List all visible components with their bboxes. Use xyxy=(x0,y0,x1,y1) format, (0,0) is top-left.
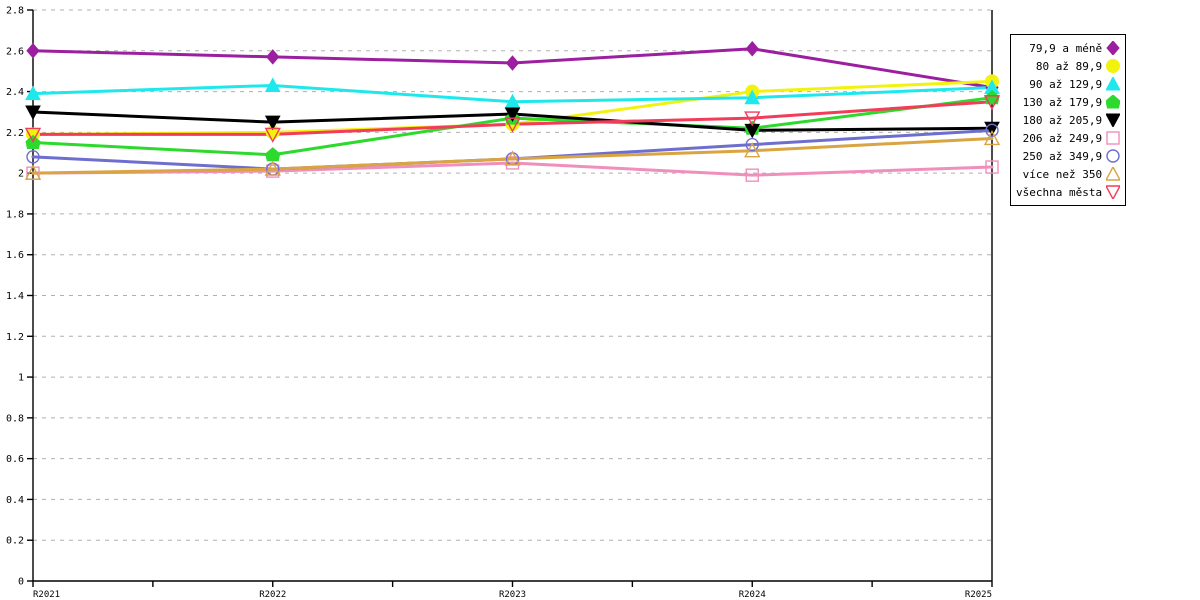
y-tick-label: 2.8 xyxy=(6,6,24,17)
series-marker-triangle-down-open xyxy=(1106,185,1121,199)
series-marker-triangle-down-filled xyxy=(1106,113,1121,127)
legend-item-label: 250 až 349,9 xyxy=(1022,149,1103,163)
series-marker-circle-open xyxy=(1106,149,1120,163)
series-markers xyxy=(24,40,1001,182)
legend-item[interactable]: 79,9 a méně xyxy=(1016,39,1120,57)
y-tick-label: 0.2 xyxy=(6,536,24,547)
legend-circle-icon xyxy=(1106,59,1121,73)
series-marker-diamond xyxy=(266,49,280,65)
series-marker-diamond xyxy=(745,40,759,57)
legend-item-label: všechna města xyxy=(1016,185,1103,199)
legend-item-label: 90 až 129,9 xyxy=(1029,77,1103,91)
y-tick-label: 2.6 xyxy=(6,46,24,57)
series-marker-diamond xyxy=(26,43,40,59)
series-marker-triangle-down-open xyxy=(504,117,521,133)
series-marker-triangle-down-filled xyxy=(504,107,521,123)
series-marker-circle-open xyxy=(985,123,999,138)
legend-item[interactable]: všechna města xyxy=(1016,183,1121,201)
series-marker-triangle-up-open xyxy=(983,129,1001,146)
series-marker-triangle-down-open xyxy=(24,127,42,143)
series-marker-diamond xyxy=(505,55,520,71)
legend-item-label: 130 až 179,9 xyxy=(1022,95,1103,109)
series-marker-triangle-up xyxy=(744,89,761,105)
y-tick-label: 1.6 xyxy=(6,250,24,261)
y-tick-label: 2 xyxy=(18,169,24,180)
y-tick-label: 0.6 xyxy=(6,454,24,465)
legend-item[interactable]: 90 až 129,9 xyxy=(1016,75,1121,93)
y-tick-label: 0.4 xyxy=(6,495,24,506)
y-tick-label: 0 xyxy=(18,577,24,588)
legend-triangle-up-icon xyxy=(1106,77,1121,91)
x-tick-label: R2022 xyxy=(259,590,286,600)
y-tick-label: 1.4 xyxy=(6,291,24,302)
legend-item-label: více než 350 xyxy=(1022,167,1103,181)
y-axis-tick-labels: 0 0.2 0.4 0.6 0.8 1 1.2 1.4 1.6 1.8 2 2.2 2.4 2.6 2.8 xyxy=(6,6,24,588)
series-marker-square-open xyxy=(985,160,999,174)
series-marker-triangle-up xyxy=(264,77,281,92)
y-tick-label: 1.2 xyxy=(6,332,24,343)
legend-item-label: 206 až 249,9 xyxy=(1022,131,1103,145)
legend-triangle-down-filled-icon xyxy=(1106,113,1121,127)
legend-item[interactable]: 130 až 179,9 xyxy=(1016,93,1121,111)
y-tick-label: 2.4 xyxy=(6,87,24,98)
legend-item-label: 180 až 205,9 xyxy=(1022,113,1103,127)
legend-item[interactable]: 250 až 349,9 xyxy=(1016,147,1120,165)
y-tick-label: 2.2 xyxy=(6,128,24,139)
legend-item[interactable]: více než 350 xyxy=(1016,165,1121,183)
legend-circle-open-icon xyxy=(1106,149,1120,163)
series-marker-triangle-up-open xyxy=(504,150,521,166)
x-tick-label: R2023 xyxy=(499,590,526,600)
y-tick-label: 0.8 xyxy=(6,413,24,424)
chart-legend: 79,9 a méně 80 až 89,9 90 až 129,9 130 až 1… xyxy=(1010,34,1127,206)
legend-item[interactable]: 80 až 89,9 xyxy=(1016,57,1121,75)
gridlines xyxy=(33,9,992,541)
series-marker-diamond xyxy=(1106,41,1120,55)
legend-diamond-icon xyxy=(1106,41,1120,55)
legend-item-label: 79,9 a méně xyxy=(1029,41,1103,55)
x-tick-label: R2025 xyxy=(965,590,992,600)
legend-triangle-up-open-icon xyxy=(1106,167,1121,181)
legend-square-open-icon xyxy=(1106,131,1120,145)
series-marker-pentagon xyxy=(265,147,281,162)
series-marker-triangle-down-open xyxy=(264,127,281,143)
legend-item[interactable]: 180 až 205,9 xyxy=(1016,111,1121,129)
series-marker-triangle-up xyxy=(25,85,41,101)
series-marker-triangle-down-open xyxy=(983,95,1001,111)
series-marker-triangle-up-open xyxy=(264,160,281,176)
legend-item-label: 80 až 89,9 xyxy=(1035,59,1103,73)
series-marker-triangle-down-filled xyxy=(264,115,281,131)
x-tick-label: R2021 xyxy=(33,590,60,600)
series-marker-circle xyxy=(1106,59,1121,73)
series-marker-triangle-up-open xyxy=(1106,167,1121,181)
series-marker-square-open xyxy=(745,168,759,182)
x-axis-ticks xyxy=(32,581,993,587)
series-marker-triangle-down-filled xyxy=(25,105,41,121)
series-marker-square-open xyxy=(1106,131,1120,145)
series-marker-circle-open xyxy=(26,150,40,164)
y-tick-label: 1 xyxy=(18,373,24,384)
series-line xyxy=(31,136,994,175)
x-axis-tick-labels: R2021 R2022 R2023 R2024 R2025 xyxy=(33,590,992,600)
y-tick-label: 1.8 xyxy=(6,209,24,220)
series-marker-pentagon xyxy=(1106,95,1121,109)
series-marker-triangle-down-open xyxy=(744,111,761,127)
x-tick-label: R2024 xyxy=(739,590,766,600)
legend-item[interactable]: 206 až 249,9 xyxy=(1016,129,1120,147)
series-marker-triangle-up xyxy=(1106,77,1121,91)
legend-triangle-down-open-icon xyxy=(1106,185,1121,199)
legend-pentagon-icon xyxy=(1106,95,1121,109)
series-marker-triangle-up-open xyxy=(24,164,42,180)
series-marker-triangle-up-open xyxy=(744,142,761,158)
series-marker-circle-open xyxy=(745,137,759,152)
